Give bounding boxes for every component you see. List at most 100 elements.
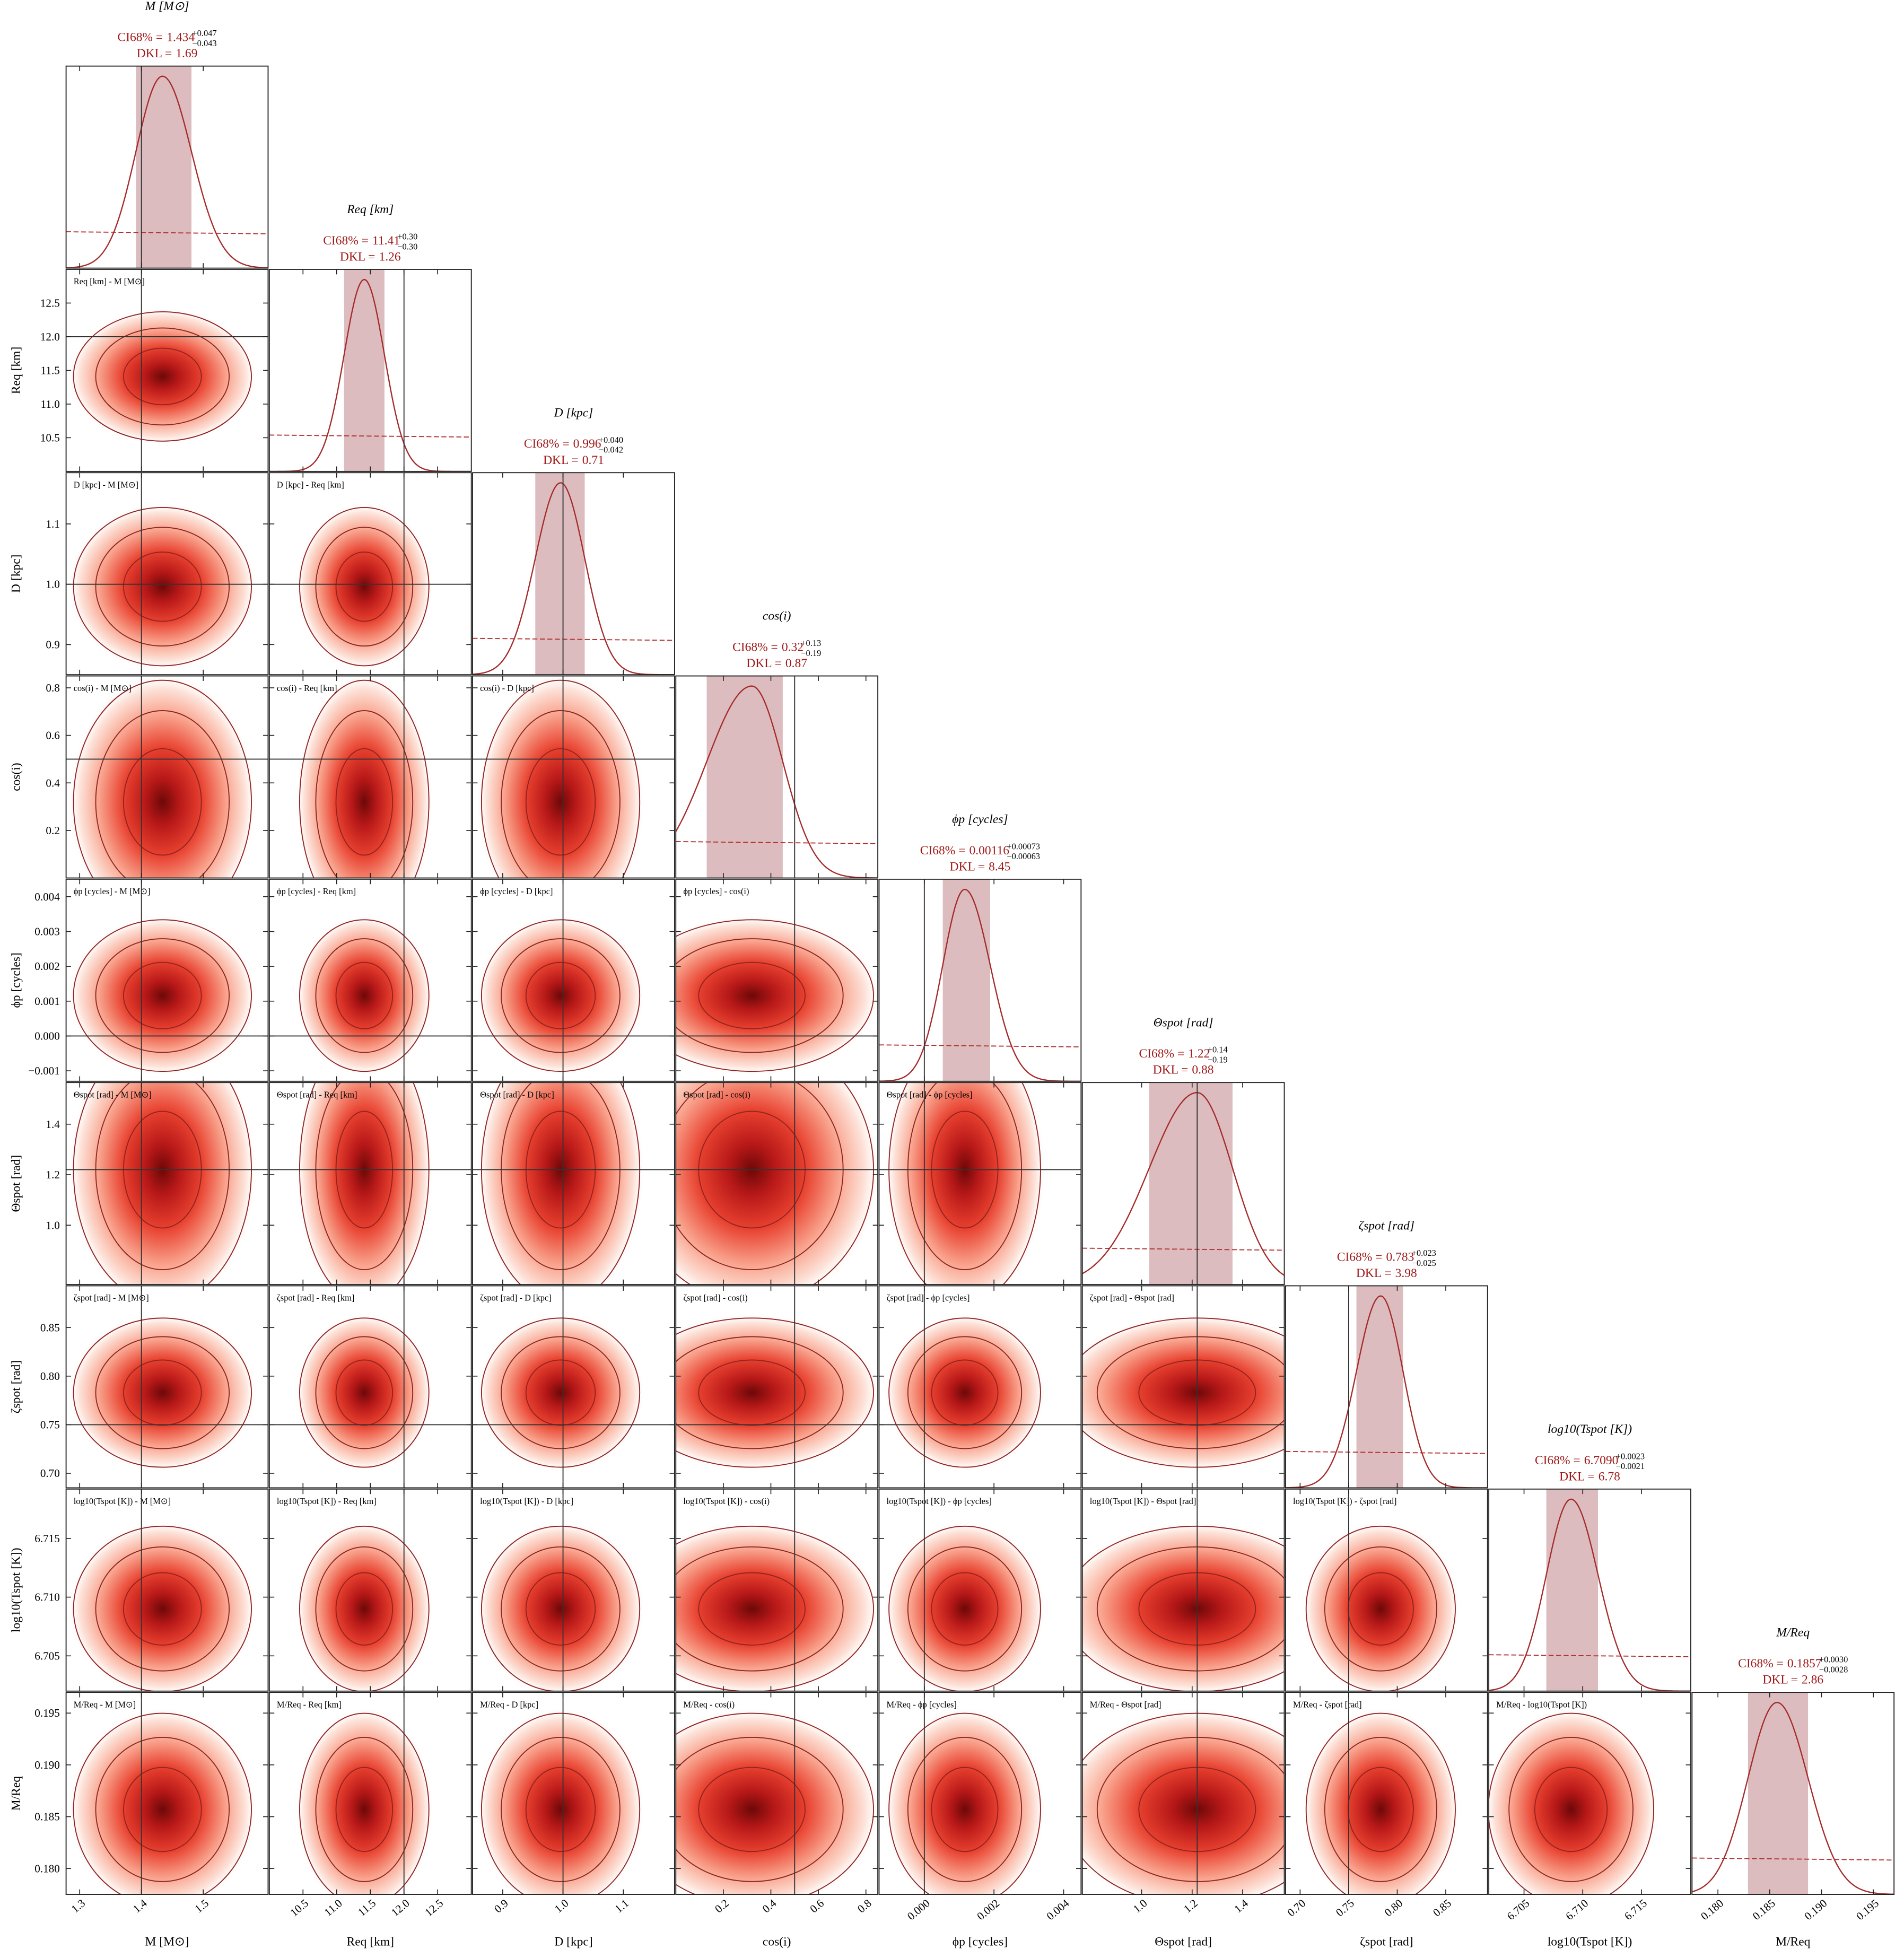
contour [95, 327, 230, 426]
param-title: ζspot [rad] [1359, 1219, 1414, 1233]
panel-frame [65, 1692, 269, 1895]
ci-band [136, 66, 192, 268]
contour [95, 1736, 230, 1882]
dkl-prefix: DKL = [1153, 1063, 1189, 1077]
ci-minus: −0.19 [801, 648, 821, 658]
contour [1305, 1525, 1456, 1691]
ci-plus: +0.023 [1412, 1248, 1436, 1258]
contour [931, 1572, 999, 1646]
panel [295, 1313, 433, 1472]
density [295, 676, 433, 878]
ci-band [1356, 1286, 1403, 1488]
contour [931, 1359, 999, 1426]
prior-line [1692, 1857, 1894, 1861]
density [68, 1707, 257, 1895]
dkl-number: 2.86 [1802, 1673, 1823, 1687]
panel-frame [878, 878, 1082, 1082]
panel-label: ζspot [rad] - Req [km] [277, 1293, 354, 1303]
ci-minus: −0.30 [397, 241, 417, 251]
contour [907, 1736, 1023, 1882]
y-tick-label: 0.70 [40, 1467, 60, 1480]
panel [68, 915, 257, 1077]
y-tick-label: 0.190 [34, 1759, 60, 1771]
ci-prefix: CI68% = [524, 437, 570, 451]
panel-label: Θspot [rad] - ϕp [cycles] [887, 1089, 973, 1099]
ci-median: 0.1857 [1787, 1657, 1822, 1671]
panel-label: log10(Tspot [K]) - M [M⊙] [74, 1496, 171, 1506]
contour [1347, 1572, 1414, 1646]
y-tick-label: 0.001 [34, 995, 60, 1008]
contour [481, 679, 641, 878]
ci-text: CI68% = 1.22+0.14−0.19 [1139, 1045, 1228, 1065]
contour [95, 527, 230, 647]
ci-minus: −0.00063 [1007, 851, 1040, 861]
panel [476, 1707, 645, 1895]
contour [931, 1767, 999, 1852]
ci-value: CI68% = 1.434 [117, 31, 195, 45]
panel-frame [472, 472, 675, 676]
panel [476, 915, 645, 1077]
panel [68, 308, 257, 445]
x-tick-label: 12.0 [389, 1896, 412, 1919]
ci-prefix: CI68% = [117, 31, 163, 45]
param-title: D [kpc] [554, 406, 593, 419]
ci-text: CI68% = 0.996+0.040−0.042 [524, 435, 623, 455]
contour [73, 919, 252, 1072]
panel-label: D [kpc] - Req [km] [277, 479, 344, 490]
contour [73, 507, 252, 667]
panel-frame [472, 1082, 675, 1286]
contour [123, 347, 202, 406]
ci-text: CI68% = 0.1857+0.0030−0.0028 [1738, 1655, 1848, 1675]
contour [73, 679, 252, 878]
y-tick-label: 0.180 [34, 1862, 60, 1875]
contour [888, 1525, 1041, 1691]
dkl-prefix: DKL = [340, 250, 375, 264]
ci-minus: −0.19 [1208, 1055, 1228, 1065]
panel [295, 676, 433, 878]
ci-median: 6.7090 [1584, 1454, 1619, 1467]
panel-label: M/Req - D [kpc] [480, 1699, 538, 1709]
density [476, 1707, 645, 1895]
density [1489, 1707, 1659, 1895]
y-tick-label: 10.5 [40, 431, 60, 444]
panel-label: ϕp [cycles] - D [kpc] [480, 886, 553, 896]
contour [698, 961, 806, 1029]
panel [295, 1521, 433, 1691]
contour [335, 551, 394, 622]
dkl-value: DKL = 8.45 [950, 860, 1011, 873]
contour [481, 1525, 641, 1691]
panel [68, 676, 257, 878]
ci-band [535, 473, 585, 675]
ci-minus: −0.0028 [1819, 1664, 1848, 1674]
y-tick-label: 0.002 [34, 960, 60, 973]
ci-value: CI68% = 11.41 [323, 234, 400, 248]
panel-frame [1285, 1692, 1488, 1895]
dkl-prefix: DKL = [543, 453, 579, 467]
ci-text: CI68% = 0.32+0.13−0.19 [732, 638, 821, 658]
panel [1301, 1521, 1460, 1691]
density [1301, 1521, 1460, 1691]
panel [676, 676, 878, 878]
posterior-curve [1285, 1295, 1488, 1488]
y-tick-label: 0.185 [34, 1811, 60, 1823]
panel-frame [65, 675, 269, 879]
x-tick-label: 11.0 [322, 1896, 345, 1919]
prior-line [269, 434, 471, 438]
contour [481, 1317, 641, 1468]
ci-median: 0.783 [1386, 1250, 1414, 1264]
panel-frame [878, 1488, 1082, 1692]
x-tick-label: 11.5 [355, 1896, 378, 1919]
panel-label: cos(i) - D [kpc] [480, 683, 534, 693]
ci-minus: −0.0021 [1616, 1461, 1645, 1471]
panel-label: M/Req - Req [km] [277, 1699, 342, 1709]
ci-value: CI68% = 0.996 [524, 437, 601, 451]
prior-line [879, 1044, 1081, 1048]
contour [315, 710, 414, 878]
contour [1508, 1736, 1634, 1882]
contour [501, 1736, 621, 1882]
panel-label: M/Req - ζspot [rad] [1293, 1699, 1362, 1709]
contour [123, 1359, 202, 1426]
dkl-value: DKL = 0.71 [543, 453, 604, 467]
dkl-value: DKL = 0.87 [746, 657, 807, 670]
contour [73, 1525, 252, 1691]
